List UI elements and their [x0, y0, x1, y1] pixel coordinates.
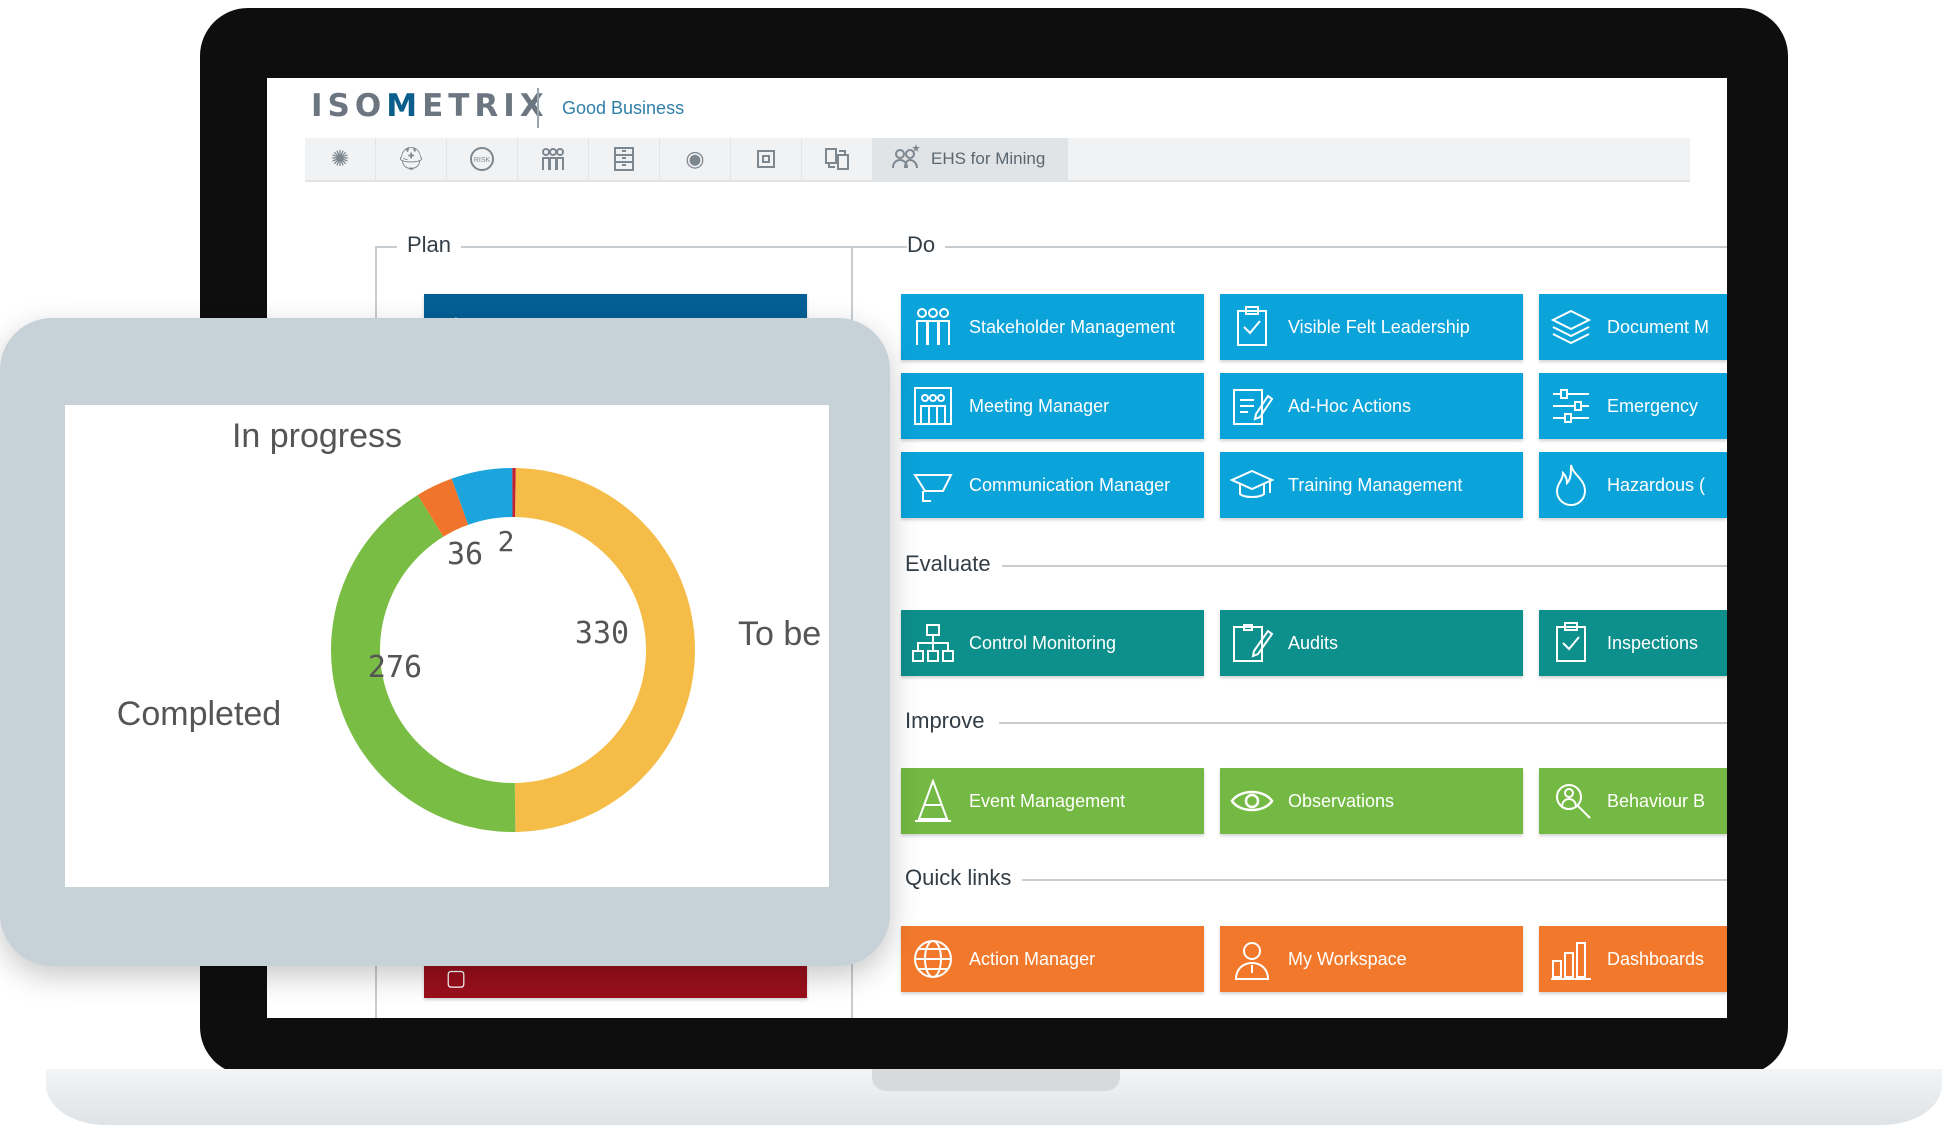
risk-icon[interactable]: RISK — [447, 138, 518, 180]
magnifier-person-icon — [1547, 777, 1595, 825]
eye-icon — [1228, 777, 1276, 825]
tab-label: EHS for Mining — [931, 149, 1046, 168]
tile-label: Visible Felt Leadership — [1288, 316, 1470, 337]
tile-document-m[interactable]: Document M — [1539, 294, 1727, 360]
tile-label: My Workspace — [1288, 948, 1407, 969]
tile-label: Observations — [1288, 790, 1395, 811]
donut-chart: In progress To be Completed 36 2 330 276 — [117, 417, 821, 832]
tile-observations[interactable]: Observations — [1220, 768, 1523, 834]
helmet-icon[interactable]: ⛑ — [376, 138, 447, 180]
outer-label-completed: Completed — [117, 695, 281, 733]
flame-icon — [1547, 461, 1595, 509]
meeting-icon — [909, 382, 957, 430]
logo-divider — [537, 88, 539, 128]
cabinet-icon[interactable] — [589, 138, 660, 180]
sliders-icon — [1547, 382, 1595, 430]
layers-icon — [1547, 303, 1595, 351]
person-icon — [1228, 935, 1276, 983]
isometrix-logo[interactable]: ISOMETRIX — [311, 88, 549, 124]
users-star-icon — [891, 143, 921, 175]
audit-pen-icon — [1228, 619, 1276, 667]
atom-icon[interactable]: ✺ — [305, 138, 376, 180]
tile-behaviour-b[interactable]: Behaviour B — [1539, 768, 1727, 834]
tagline: Good Business — [562, 98, 685, 118]
value-label-small: 2 — [498, 525, 515, 558]
tile-label: Event Management — [969, 790, 1126, 811]
tile-dashboards[interactable]: Dashboards — [1539, 926, 1727, 992]
tile-label: Hazardous ( — [1607, 474, 1706, 495]
megaphone-icon — [909, 461, 957, 509]
tile-label: Control Monitoring — [969, 632, 1117, 653]
tile-label: Audits — [1288, 632, 1339, 653]
do-rule — [947, 246, 1727, 248]
tile-hazardous[interactable]: Hazardous ( — [1539, 452, 1727, 518]
value-label-in-progress: 36 — [447, 537, 483, 572]
tile-meeting-manager[interactable]: Meeting Manager — [901, 373, 1204, 439]
graduation-cap-icon — [1228, 461, 1276, 509]
outer-label-to-be: To be — [738, 615, 821, 653]
tile-audits[interactable]: Audits — [1220, 610, 1523, 676]
section-plan: Plan — [397, 232, 462, 258]
tile-label: Meeting Manager — [969, 395, 1110, 416]
clipboard-check-icon — [1547, 619, 1595, 667]
improve-rule — [999, 722, 1727, 724]
tile-label: Action Manager — [969, 948, 1096, 969]
tile-label: Dashboards — [1607, 948, 1705, 969]
tile-label: Stakeholder Management — [969, 316, 1176, 337]
tab-ehs-for-mining[interactable]: EHS for Mining — [873, 138, 1068, 180]
tile-ad-hoc-actions[interactable]: Ad-Hoc Actions — [1220, 373, 1523, 439]
eye-icon[interactable]: ◉ — [660, 138, 731, 180]
plan-rule — [377, 246, 1122, 248]
section-do: Do — [907, 232, 946, 258]
tile-action-manager[interactable]: Action Manager — [901, 926, 1204, 992]
tile-label: Document M — [1607, 316, 1710, 337]
tile-label: Communication Manager — [969, 474, 1171, 495]
outer-label-in-progress: In progress — [232, 417, 402, 455]
tile-stakeholder-management[interactable]: Stakeholder Management — [901, 294, 1204, 360]
value-label-to-be: 330 — [575, 616, 629, 651]
tile-label: Behaviour B — [1607, 790, 1706, 811]
box-icon: ▢ — [445, 965, 467, 990]
value-label-completed: 276 — [368, 650, 422, 685]
tile-label: Inspections — [1607, 632, 1699, 653]
cone-icon — [909, 777, 957, 825]
section-quick-links: Quick links — [905, 865, 1022, 891]
org-chart-icon — [909, 619, 957, 667]
donut-hole — [380, 517, 646, 783]
laptop-notch — [872, 1069, 1120, 1091]
tile-inspections[interactable]: Inspections — [1539, 610, 1727, 676]
edit-document-icon — [1228, 382, 1276, 430]
tile-training-management[interactable]: Training Management — [1220, 452, 1523, 518]
clipboard-check-icon — [1228, 303, 1276, 351]
tile-my-workspace[interactable]: My Workspace — [1220, 926, 1523, 992]
evaluate-rule — [1002, 565, 1727, 567]
tile-event-management[interactable]: Event Management — [901, 768, 1204, 834]
section-evaluate: Evaluate — [905, 551, 1001, 577]
tile-emergency[interactable]: Emergency — [1539, 373, 1727, 439]
people-icon[interactable] — [518, 138, 589, 180]
transfer-icon[interactable] — [802, 138, 873, 180]
stakeholders-icon — [909, 303, 957, 351]
tile-visible-felt-leadership[interactable]: Visible Felt Leadership — [1220, 294, 1523, 360]
chip-icon[interactable] — [731, 138, 802, 180]
tile-control-monitoring[interactable]: Control Monitoring — [901, 610, 1204, 676]
tile-label: Emergency — [1607, 395, 1699, 416]
tile-communication-manager[interactable]: Communication Manager — [901, 452, 1204, 518]
globe-icon — [909, 935, 957, 983]
module-toolbar: ✺ ⛑ RISK ◉ EHS for Mining — [305, 138, 1690, 182]
chart-panel: In progress To be Completed 36 2 330 276 — [65, 405, 829, 887]
tile-label: Training Management — [1288, 474, 1463, 495]
bar-chart-icon — [1547, 935, 1595, 983]
section-improve: Improve — [905, 708, 995, 734]
tile-label: Ad-Hoc Actions — [1288, 395, 1412, 416]
svg-text:RISK: RISK — [474, 157, 491, 164]
quick-links-rule — [1022, 879, 1727, 881]
